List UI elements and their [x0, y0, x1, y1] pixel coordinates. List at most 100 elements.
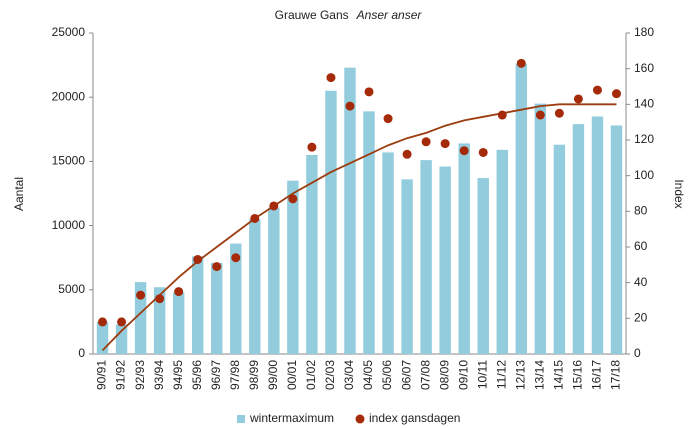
marker [174, 287, 184, 297]
bar [230, 243, 242, 354]
marker [573, 94, 583, 104]
bar [115, 324, 128, 354]
trendline [101, 103, 617, 352]
x-tick-label: 03/04 [342, 360, 356, 390]
y2-tick-label: 40 [634, 275, 648, 289]
x-tick-label: 06/07 [399, 360, 413, 390]
marker [250, 213, 260, 223]
x-tick-label: 98/99 [247, 360, 261, 390]
bar [287, 180, 299, 354]
marker [383, 114, 393, 124]
legend-label: index gansdagen [369, 411, 460, 425]
y-tick-label: 10000 [52, 218, 86, 232]
bar [306, 154, 318, 354]
y2-tick-label: 60 [634, 239, 648, 253]
marker [516, 58, 526, 68]
marker [611, 89, 621, 99]
bar [249, 219, 261, 354]
bar [420, 160, 432, 354]
y-tick-label: 15000 [52, 154, 86, 168]
marker [98, 317, 108, 327]
x-tick-label: 17/18 [609, 360, 623, 390]
title: Grauwe Gans [275, 8, 349, 22]
marker [345, 101, 355, 111]
y2-axis-label: Index [672, 179, 686, 208]
y-axis-label: Aantal [12, 177, 26, 211]
marker [459, 146, 469, 156]
bar [591, 116, 604, 355]
x-tick-label: 00/01 [285, 360, 299, 390]
marker [421, 137, 431, 147]
x-tick-label: 96/97 [209, 360, 223, 390]
bar [363, 111, 375, 354]
x-tick-label: 16/17 [590, 360, 604, 390]
bar [96, 321, 109, 354]
bar [153, 287, 166, 354]
x-tick-label: 08/09 [437, 360, 451, 390]
bar [344, 67, 356, 354]
x-tick-label: 11/12 [494, 360, 508, 389]
bar [515, 63, 528, 354]
marker [592, 85, 602, 95]
bar [401, 179, 413, 354]
legend-swatch [355, 414, 365, 424]
marker [288, 194, 298, 204]
x-tick-label: 99/00 [266, 360, 280, 390]
marker [212, 262, 222, 272]
marker [117, 317, 127, 327]
y2-tick-label: 180 [634, 25, 654, 39]
bar [610, 125, 623, 354]
marker [231, 253, 241, 263]
marker [136, 290, 146, 300]
bar [211, 262, 223, 354]
x-tick-label: 94/95 [171, 360, 185, 390]
marker [497, 110, 507, 120]
bar [191, 256, 204, 354]
y2-tick-label: 140 [634, 97, 654, 111]
marker [364, 87, 374, 97]
x-tick-label: 12/13 [513, 360, 527, 390]
x-tick-label: 15/16 [571, 360, 585, 390]
x-tick-label: 04/05 [361, 360, 375, 390]
marker [155, 294, 165, 304]
x-tick-label: 14/15 [552, 360, 566, 390]
y2-tick-label: 80 [634, 204, 648, 218]
x-tick-label: 97/98 [228, 360, 242, 390]
y-tick-label: 0 [78, 346, 85, 360]
bar [572, 124, 585, 354]
x-tick-label: 01/02 [304, 360, 318, 390]
x-tick-label: 02/03 [323, 360, 337, 390]
marker [326, 73, 336, 83]
marker [269, 201, 279, 211]
bar [325, 90, 337, 354]
bar [477, 178, 489, 354]
x-tick-label: 09/10 [456, 360, 470, 390]
marker [402, 149, 412, 159]
bar [134, 282, 147, 354]
bar [534, 103, 547, 355]
marker [193, 254, 203, 264]
bar [172, 292, 185, 354]
y2-tick-label: 20 [634, 311, 648, 325]
x-tick-label: 91/92 [114, 360, 128, 390]
bar [458, 143, 470, 354]
marker [554, 108, 564, 118]
legend-label: wintermaximum [249, 411, 334, 425]
bar [439, 166, 451, 354]
legend-swatch [237, 415, 245, 423]
x-tick-label: 05/06 [380, 360, 394, 390]
x-tick-label: 13/14 [533, 360, 547, 390]
x-tick-label: 10/11 [475, 360, 489, 389]
title-italic: Anser anser [356, 8, 423, 22]
marker [307, 142, 317, 152]
y-tick-label: 25000 [52, 25, 86, 39]
x-tick-label: 95/96 [190, 360, 204, 390]
y-tick-label: 20000 [52, 89, 86, 103]
y2-tick-label: 120 [634, 132, 654, 146]
marker [478, 147, 488, 157]
bar [553, 144, 566, 354]
chart-title: Grauwe Gans Anser anser [275, 8, 423, 22]
x-tick-label: 07/08 [418, 360, 432, 390]
x-tick-label: 92/93 [133, 360, 147, 390]
